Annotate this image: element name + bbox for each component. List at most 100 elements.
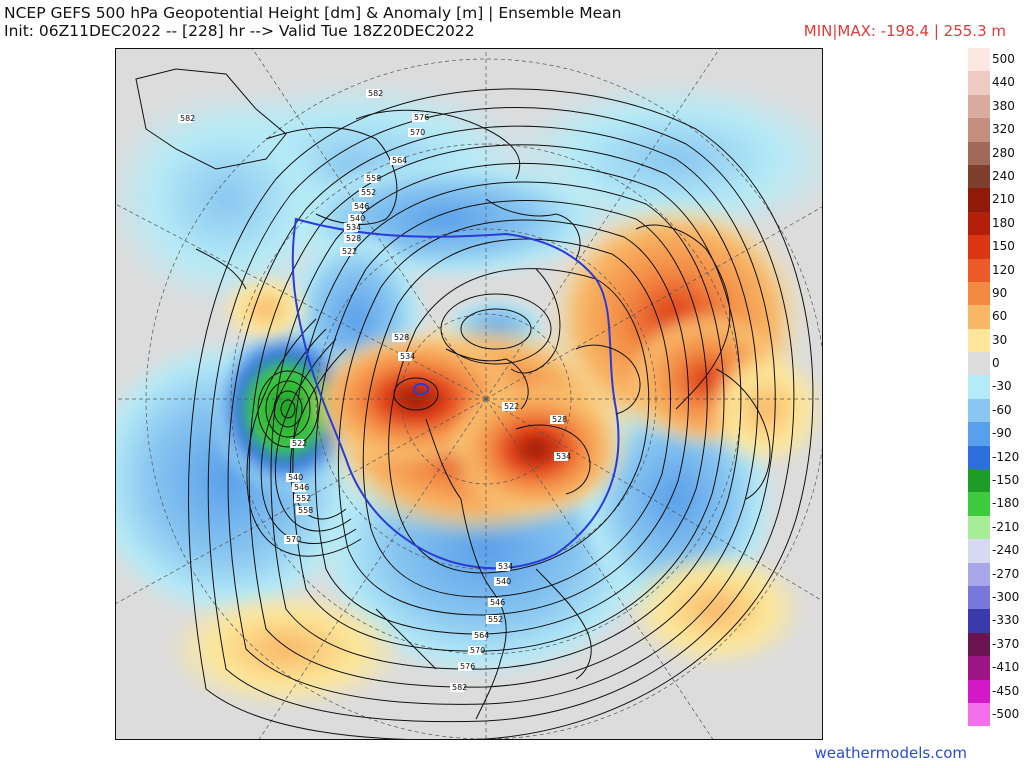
map-subtitle: Init: 06Z11DEC2022 -- [228] hr --> Valid…	[4, 22, 475, 40]
svg-text:582: 582	[180, 114, 195, 123]
contour-label-534: 534	[344, 223, 361, 232]
contour-label-534-east: 534	[554, 452, 571, 461]
colorbar-swatch	[968, 492, 990, 516]
contour-label-528: 528	[344, 234, 361, 243]
colorbar-row: -30	[968, 375, 1020, 399]
contour-label-570-us: 570	[468, 646, 485, 655]
svg-text:570: 570	[410, 128, 425, 137]
colorbar-swatch	[968, 679, 990, 703]
colorbar-swatch	[968, 48, 990, 72]
contour-label-582: 582	[366, 89, 383, 98]
map-title: NCEP GEFS 500 hPa Geopotential Height [d…	[4, 4, 622, 22]
svg-text:546: 546	[490, 598, 505, 607]
colorbar-row: -330	[968, 609, 1020, 633]
svg-text:552: 552	[296, 494, 311, 503]
map-canvas: 582 576 570 564 558 552 546 540 534 528 …	[116, 49, 822, 739]
colorbar-label: -410	[992, 660, 1020, 675]
colorbar-row: 440	[968, 71, 1020, 95]
colorbar-label: -120	[992, 449, 1020, 464]
blue-540-contour	[291, 217, 620, 570]
colorbar-swatch	[968, 445, 990, 470]
svg-text:564: 564	[392, 156, 407, 165]
colorbar-label: 380	[992, 98, 1015, 113]
colorbar-swatch	[968, 539, 990, 563]
colorbar-label: -60	[992, 402, 1012, 417]
minmax-readout: MIN|MAX: -198.4 | 255.3 m	[803, 22, 1006, 40]
colorbar-label: 30	[992, 332, 1008, 347]
colorbar-row: -410	[968, 656, 1020, 680]
svg-text:564: 564	[474, 631, 489, 640]
svg-text:570: 570	[470, 646, 485, 655]
svg-text:570: 570	[286, 535, 301, 544]
colorbar-label: 240	[992, 168, 1015, 183]
colorbar-row: 30	[968, 328, 1020, 353]
colorbar-swatch	[968, 328, 990, 353]
colorbar-row: -500	[968, 702, 1020, 727]
colorbar-label: 150	[992, 239, 1015, 254]
colorbar-label: 120	[992, 262, 1015, 277]
contour-label-558: 558	[364, 174, 381, 183]
colorbar-label: -300	[992, 589, 1020, 604]
colorbar-row: -180	[968, 492, 1020, 516]
colorbar-label: -180	[992, 496, 1020, 511]
contour-label-546-pac: 546	[292, 483, 309, 492]
anomaly-colorbar: 500 440 380 320 280 240 210 180 150 120 90 60 30 0 -30…	[968, 48, 1020, 727]
colorbar-row: -240	[968, 539, 1020, 563]
contour-label-564: 564	[390, 156, 407, 165]
colorbar-label: 0	[992, 356, 1000, 371]
colorbar-swatch	[968, 258, 990, 282]
contour-label-528-east: 528	[550, 415, 567, 424]
colorbar-swatch	[968, 235, 990, 259]
colorbar-row: 180	[968, 211, 1020, 236]
polar-map: 582 576 570 564 558 552 546 540 534 528 …	[115, 48, 823, 740]
colorbar-swatch	[968, 702, 990, 727]
colorbar-label: 180	[992, 215, 1015, 230]
colorbar-row: -120	[968, 445, 1020, 470]
contour-label-582-south: 582	[450, 683, 467, 692]
contour-label-522: 522	[340, 247, 357, 256]
colorbar-swatch	[968, 94, 990, 119]
contour-label-552-pac: 552	[294, 494, 311, 503]
svg-text:540: 540	[350, 214, 365, 223]
svg-text:582: 582	[452, 683, 467, 692]
svg-text:582: 582	[368, 89, 383, 98]
colorbar-label: 60	[992, 309, 1008, 324]
colorbar-row: -270	[968, 562, 1020, 586]
colorbar-swatch	[968, 609, 990, 633]
site-credit[interactable]: weathermodels.com	[814, 744, 967, 762]
colorbar-swatch	[968, 422, 990, 446]
colorbar-label: 440	[992, 75, 1015, 90]
contour-label-564-us: 564	[472, 631, 489, 640]
colorbar-row: -450	[968, 679, 1020, 703]
contour-label-540: 540	[348, 214, 365, 223]
svg-text:552: 552	[361, 188, 376, 197]
colorbar-swatch	[968, 141, 990, 165]
svg-text:558: 558	[298, 506, 313, 515]
contour-label-570-pac: 570	[284, 535, 301, 544]
colorbar-row: 280	[968, 141, 1020, 165]
contour-label-540-us: 540	[494, 577, 511, 586]
contour-label-576: 576	[412, 113, 429, 122]
svg-text:546: 546	[354, 202, 369, 211]
contour-label-534-us: 534	[496, 562, 513, 571]
colorbar-label: -450	[992, 683, 1020, 698]
colorbar-swatch	[968, 211, 990, 236]
contour-label-540-pac: 540	[286, 473, 303, 482]
colorbar-label: 320	[992, 122, 1015, 137]
colorbar-row: -60	[968, 398, 1020, 423]
svg-text:534: 534	[556, 452, 571, 461]
svg-text:534: 534	[400, 352, 415, 361]
contour-label-546: 546	[352, 202, 369, 211]
svg-text:540: 540	[496, 577, 511, 586]
contour-label-522-pac: 522	[290, 439, 307, 448]
svg-text:576: 576	[460, 662, 475, 671]
contour-label-570: 570	[408, 128, 425, 137]
svg-text:576: 576	[414, 113, 429, 122]
svg-text:534: 534	[498, 562, 513, 571]
colorbar-swatch	[968, 375, 990, 399]
colorbar-row: 150	[968, 235, 1020, 259]
colorbar-swatch	[968, 515, 990, 540]
contour-label-558-pac: 558	[296, 506, 313, 515]
colorbar-label: 280	[992, 145, 1015, 160]
colorbar-row: 500	[968, 48, 1020, 72]
